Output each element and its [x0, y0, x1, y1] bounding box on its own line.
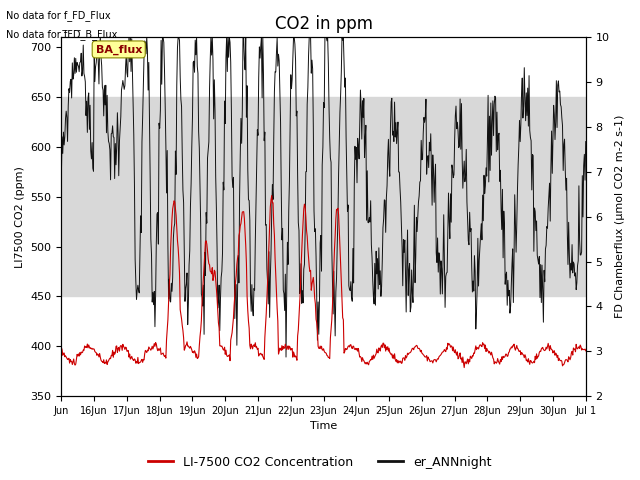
X-axis label: Time: Time [310, 421, 337, 432]
Y-axis label: FD Chamberflux (μmol CO2 m-2 s-1): FD Chamberflux (μmol CO2 m-2 s-1) [615, 115, 625, 318]
Bar [61, 97, 586, 197]
Bar [61, 197, 586, 297]
Legend: LI-7500 CO2 Concentration, er_ANNnight: LI-7500 CO2 Concentration, er_ANNnight [143, 451, 497, 474]
Text: No data for f̅FD̅_B_Flux: No data for f̅FD̅_B_Flux [6, 29, 118, 40]
Title: CO2 in ppm: CO2 in ppm [275, 15, 372, 33]
Text: BA_flux: BA_flux [95, 44, 142, 55]
Text: No data for f_FD_Flux: No data for f_FD_Flux [6, 10, 111, 21]
Y-axis label: LI7500 CO2 (ppm): LI7500 CO2 (ppm) [15, 166, 25, 268]
